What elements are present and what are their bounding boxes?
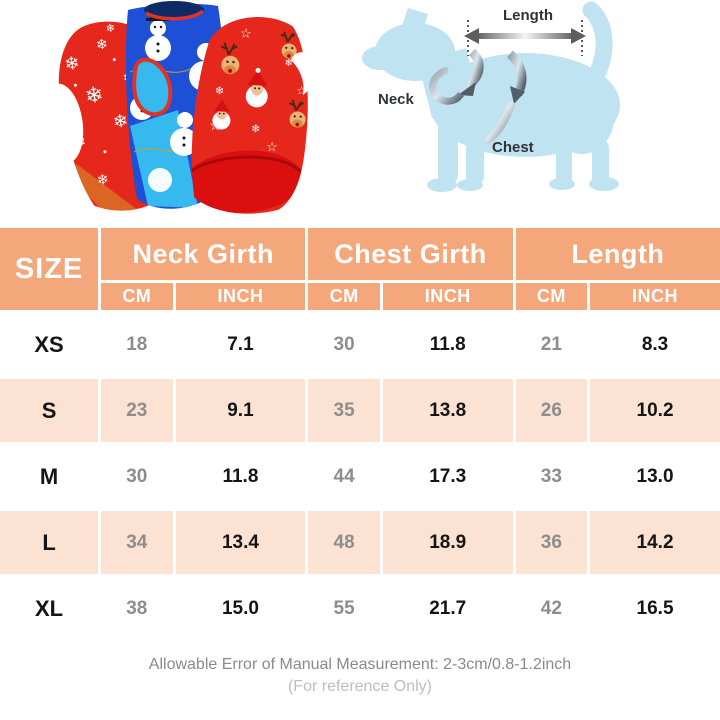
table-row-m: M 30 11.8 44 17.3 33 13.0 (0, 445, 720, 508)
table-row-xs: XS 18 7.1 30 11.8 21 8.3 (0, 313, 720, 376)
size-column-header: SIZE (0, 228, 99, 310)
neck-inch-cell: 13.4 (175, 511, 306, 574)
christmas-vests-image: ❄ ❄ ❄ ❄ ❄ ❄ ❄ ❄ ❄ ❄ (42, 1, 315, 218)
neck-girth-header: Neck Girth (101, 228, 306, 280)
chest-cm-cell: 35 (308, 379, 380, 442)
orange-lining (72, 163, 140, 218)
length-cm-cell: 42 (515, 577, 588, 640)
length-arrow (464, 20, 586, 56)
reindeer-vest: ☆ ☆ ☆ ☆ ❄ ❄ ❄ (188, 17, 315, 214)
neck-inch-header: INCH (175, 283, 306, 310)
svg-text:❄: ❄ (284, 58, 293, 69)
size-cell: S (0, 379, 99, 442)
length-cm-cell: 36 (515, 511, 588, 574)
chest-inch-cell: 11.8 (382, 313, 513, 376)
table-row-xl: XL 38 15.0 55 21.7 42 16.5 (0, 577, 720, 640)
length-inch-cell: 14.2 (590, 511, 720, 574)
svg-text:❄: ❄ (84, 83, 106, 110)
chest-inch-cell: 13.8 (382, 379, 513, 442)
neck-cm-cell: 18 (101, 313, 173, 376)
neck-cm-cell: 30 (101, 445, 173, 508)
snowflake-pattern: ❄ ❄ ❄ ❄ ❄ ❄ ❄ ❄ ❄ ❄ (63, 21, 149, 189)
reindeer-pattern: ☆ ☆ ☆ ☆ ❄ ❄ ❄ (209, 26, 308, 156)
svg-text:❄: ❄ (105, 21, 116, 35)
length-inch-cell: 8.3 (590, 313, 720, 376)
chest-label: Chest (492, 139, 534, 156)
table-row-l: L 34 13.4 48 18.9 36 14.2 (0, 511, 720, 574)
length-cm-cell: 26 (515, 379, 588, 442)
length-inch-cell: 10.2 (590, 379, 720, 442)
neck-band (429, 48, 484, 105)
chest-cm-cell: 55 (308, 577, 380, 640)
chest-girth-header: Chest Girth (308, 228, 513, 280)
chest-inch-cell: 18.9 (382, 511, 513, 574)
chest-cm-cell: 44 (308, 445, 380, 508)
size-cell: M (0, 445, 99, 508)
length-label: Length (503, 7, 553, 24)
hero-section: ❄ ❄ ❄ ❄ ❄ ❄ ❄ ❄ ❄ ❄ (0, 0, 720, 228)
length-inch-header: INCH (590, 283, 720, 310)
neck-cm-cell: 23 (101, 379, 173, 442)
length-inch-cell: 13.0 (590, 445, 720, 508)
length-cm-cell: 33 (515, 445, 588, 508)
chest-cm-header: CM (308, 283, 380, 310)
length-header: Length (515, 228, 720, 280)
length-cm-header: CM (515, 283, 588, 310)
chest-cm-cell: 30 (308, 313, 380, 376)
svg-text:❄: ❄ (95, 36, 109, 53)
neck-cm-cell: 34 (101, 511, 173, 574)
tolerance-note: Allowable Error of Manual Measurement: 2… (148, 656, 572, 673)
svg-text:❄: ❄ (215, 84, 225, 97)
svg-text:❄: ❄ (251, 122, 261, 135)
table-row-s: S 23 9.1 35 13.8 26 10.2 (0, 379, 720, 442)
dog-diagram: Length Neck Chest (360, 0, 720, 228)
side-armhole (134, 59, 171, 115)
size-cell: L (0, 511, 99, 574)
chest-inch-cell: 21.7 (382, 577, 513, 640)
neck-inch-cell: 11.8 (175, 445, 306, 508)
svg-text:❄: ❄ (112, 110, 130, 133)
chest-cm-cell: 48 (308, 511, 380, 574)
svg-text:☆: ☆ (240, 26, 252, 42)
neck-inch-cell: 9.1 (175, 379, 306, 442)
size-cell: XL (0, 577, 99, 640)
armhole-cutout (42, 83, 84, 164)
length-cm-cell: 21 (515, 313, 588, 376)
size-cell: XS (0, 313, 99, 376)
neck-inch-cell: 15.0 (175, 577, 306, 640)
chest-inch-header: INCH (382, 283, 513, 310)
neck-inch-cell: 7.1 (175, 313, 306, 376)
neck-cm-header: CM (101, 283, 173, 310)
dog-measurement-diagram: Length Neck Chest (362, 1, 620, 192)
neck-label: Neck (378, 91, 415, 108)
length-inch-cell: 16.5 (590, 577, 720, 640)
svg-text:❄: ❄ (63, 53, 81, 76)
red-piping (145, 9, 205, 21)
svg-text:❄: ❄ (96, 172, 110, 189)
footer-note: Allowable Error of Manual Measurement: 2… (0, 656, 720, 696)
size-table: SIZE Neck Girth Chest Girth Length CM IN… (0, 228, 720, 643)
svg-text:☆: ☆ (266, 140, 278, 156)
right-armhole-cutout (290, 52, 315, 95)
size-chart: SIZE Neck Girth Chest Girth Length CM IN… (0, 228, 720, 643)
dog-silhouette (362, 1, 620, 192)
svg-text:☆: ☆ (296, 83, 307, 98)
reference-note: (For reference Only) (287, 678, 433, 695)
neck-cm-cell: 38 (101, 577, 173, 640)
chest-band (483, 50, 527, 145)
red-lining (188, 150, 304, 213)
chest-inch-cell: 17.3 (382, 445, 513, 508)
neck-opening (144, 1, 204, 19)
product-photo: ❄ ❄ ❄ ❄ ❄ ❄ ❄ ❄ ❄ ❄ (0, 0, 360, 228)
